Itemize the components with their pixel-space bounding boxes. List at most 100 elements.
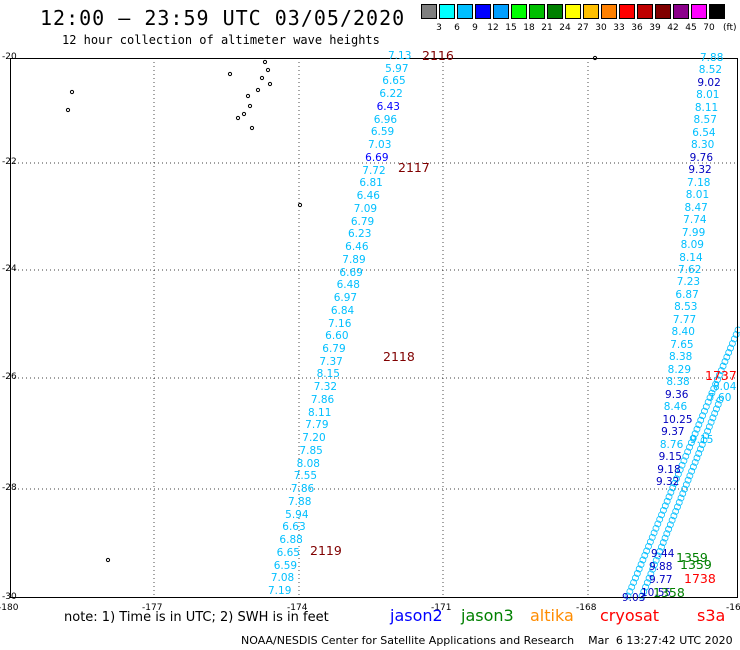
wave-height-value: 7.37 bbox=[319, 355, 343, 368]
track-marker bbox=[650, 529, 658, 537]
wave-height-value: 7.18 bbox=[687, 176, 711, 189]
wave-height-value: 9.44 bbox=[651, 548, 675, 560]
legend-label: 9 bbox=[472, 23, 478, 33]
track-marker bbox=[649, 565, 657, 573]
rev-number: 1737 bbox=[705, 368, 737, 383]
island-marker bbox=[227, 71, 233, 77]
track-marker bbox=[693, 454, 701, 462]
track-marker bbox=[651, 561, 658, 569]
legend-swatch bbox=[493, 4, 509, 19]
wave-height-value: 6.65 bbox=[382, 75, 406, 88]
wave-height-value: 7.88 bbox=[700, 52, 724, 64]
track-marker bbox=[630, 579, 637, 586]
track-marker bbox=[642, 583, 649, 591]
legend-swatch bbox=[709, 4, 725, 19]
latitude-label: -24 bbox=[2, 264, 17, 274]
track-marker bbox=[641, 552, 649, 559]
wave-height-value: 6.87 bbox=[675, 288, 699, 301]
track-marker bbox=[688, 467, 696, 475]
track-marker bbox=[648, 533, 656, 541]
legend-swatch bbox=[619, 4, 635, 19]
legend-swatch bbox=[421, 4, 437, 19]
island-marker bbox=[65, 107, 71, 113]
track-marker bbox=[638, 592, 646, 600]
wave-height-value: 6.54 bbox=[692, 126, 716, 139]
legend-swatch bbox=[655, 4, 671, 19]
longitude-label: -180 bbox=[0, 603, 19, 613]
track-marker bbox=[660, 506, 667, 514]
longitude-label: -171 bbox=[431, 603, 452, 613]
track-marker bbox=[646, 538, 654, 546]
track-marker bbox=[686, 443, 693, 451]
wave-height-value: 5.97 bbox=[385, 62, 409, 75]
wave-height-value: 7.09 bbox=[353, 202, 378, 215]
wave-height-value: 8.15 bbox=[316, 368, 340, 381]
legend-label: 15 bbox=[505, 23, 517, 33]
track-marker bbox=[686, 472, 694, 480]
track-marker bbox=[695, 450, 703, 457]
wave-height-value: 7.62 bbox=[678, 264, 702, 276]
track-marker bbox=[721, 358, 729, 365]
rev-number: 2119 bbox=[310, 543, 342, 558]
wave-height-value: 7.19 bbox=[268, 585, 292, 597]
wave-height-value: 7.86 bbox=[310, 393, 335, 406]
track-marker bbox=[626, 588, 634, 595]
island-marker bbox=[105, 557, 111, 563]
wave-height-value: 6.59 bbox=[273, 559, 298, 572]
legend-cryosat: cryosat bbox=[600, 606, 660, 625]
wave-height-value: 9.76 bbox=[689, 151, 714, 164]
track-marker bbox=[661, 534, 669, 542]
track-marker bbox=[663, 530, 671, 538]
legend-label: 39 bbox=[649, 23, 661, 33]
track-marker bbox=[704, 398, 712, 406]
legend-swatch bbox=[457, 4, 473, 19]
island-marker bbox=[297, 202, 303, 208]
wave-height-value: 7.77 bbox=[672, 313, 697, 326]
track-marker bbox=[665, 493, 673, 501]
wave-height-value: 9.88 bbox=[649, 561, 673, 573]
wave-height-value: 6.97 bbox=[333, 292, 358, 305]
track-marker bbox=[682, 481, 690, 489]
wave-height-value: 6.84 bbox=[330, 304, 355, 317]
track-marker bbox=[710, 385, 718, 393]
track-marker bbox=[719, 362, 727, 370]
legend-swatch bbox=[601, 4, 617, 19]
wave-height-value: 9.18 bbox=[657, 463, 681, 476]
track-marker bbox=[706, 394, 714, 402]
track-marker bbox=[700, 436, 708, 444]
track-marker bbox=[682, 452, 690, 460]
wave-height-value: 7.23 bbox=[676, 276, 701, 289]
wave-height-value: 8.04 bbox=[713, 381, 737, 393]
footnote: note: 1) Time is in UTC; 2) SWH is in fe… bbox=[64, 610, 329, 625]
track-marker bbox=[672, 507, 680, 515]
wave-height-value: 8.53 bbox=[674, 301, 698, 314]
track-marker bbox=[704, 427, 711, 435]
track-marker bbox=[656, 548, 664, 555]
track-marker bbox=[714, 401, 722, 408]
track-marker bbox=[675, 499, 683, 506]
wave-height-value: 9.03 bbox=[622, 592, 646, 604]
wave-height-value: 8.76 bbox=[659, 438, 684, 451]
legend-swatch bbox=[637, 4, 653, 19]
track-marker bbox=[654, 520, 662, 528]
island-marker bbox=[255, 87, 261, 93]
wave-height-value: 6.79 bbox=[350, 215, 375, 228]
latitude-label: -30 bbox=[2, 592, 17, 602]
track-marker bbox=[643, 579, 651, 587]
wave-height-value: 8.11 bbox=[308, 406, 332, 419]
wave-height-value: 7.08 bbox=[270, 572, 295, 585]
island-marker bbox=[259, 75, 265, 81]
legend-swatch bbox=[673, 4, 689, 19]
track-marker bbox=[734, 326, 740, 334]
rev-number: 2117 bbox=[398, 160, 430, 175]
wave-height-value: 8.52 bbox=[698, 64, 723, 77]
legend-jason3: jason3 bbox=[461, 606, 514, 625]
track-marker bbox=[715, 371, 723, 379]
credit-footer: NOAA/NESDIS Center for Satellite Applica… bbox=[241, 634, 733, 647]
legend-swatch bbox=[691, 4, 707, 19]
legend-altika: altika bbox=[530, 606, 574, 625]
island-marker bbox=[249, 125, 255, 131]
wave-height-value: 8.47 bbox=[684, 201, 708, 214]
track-marker bbox=[659, 539, 667, 546]
